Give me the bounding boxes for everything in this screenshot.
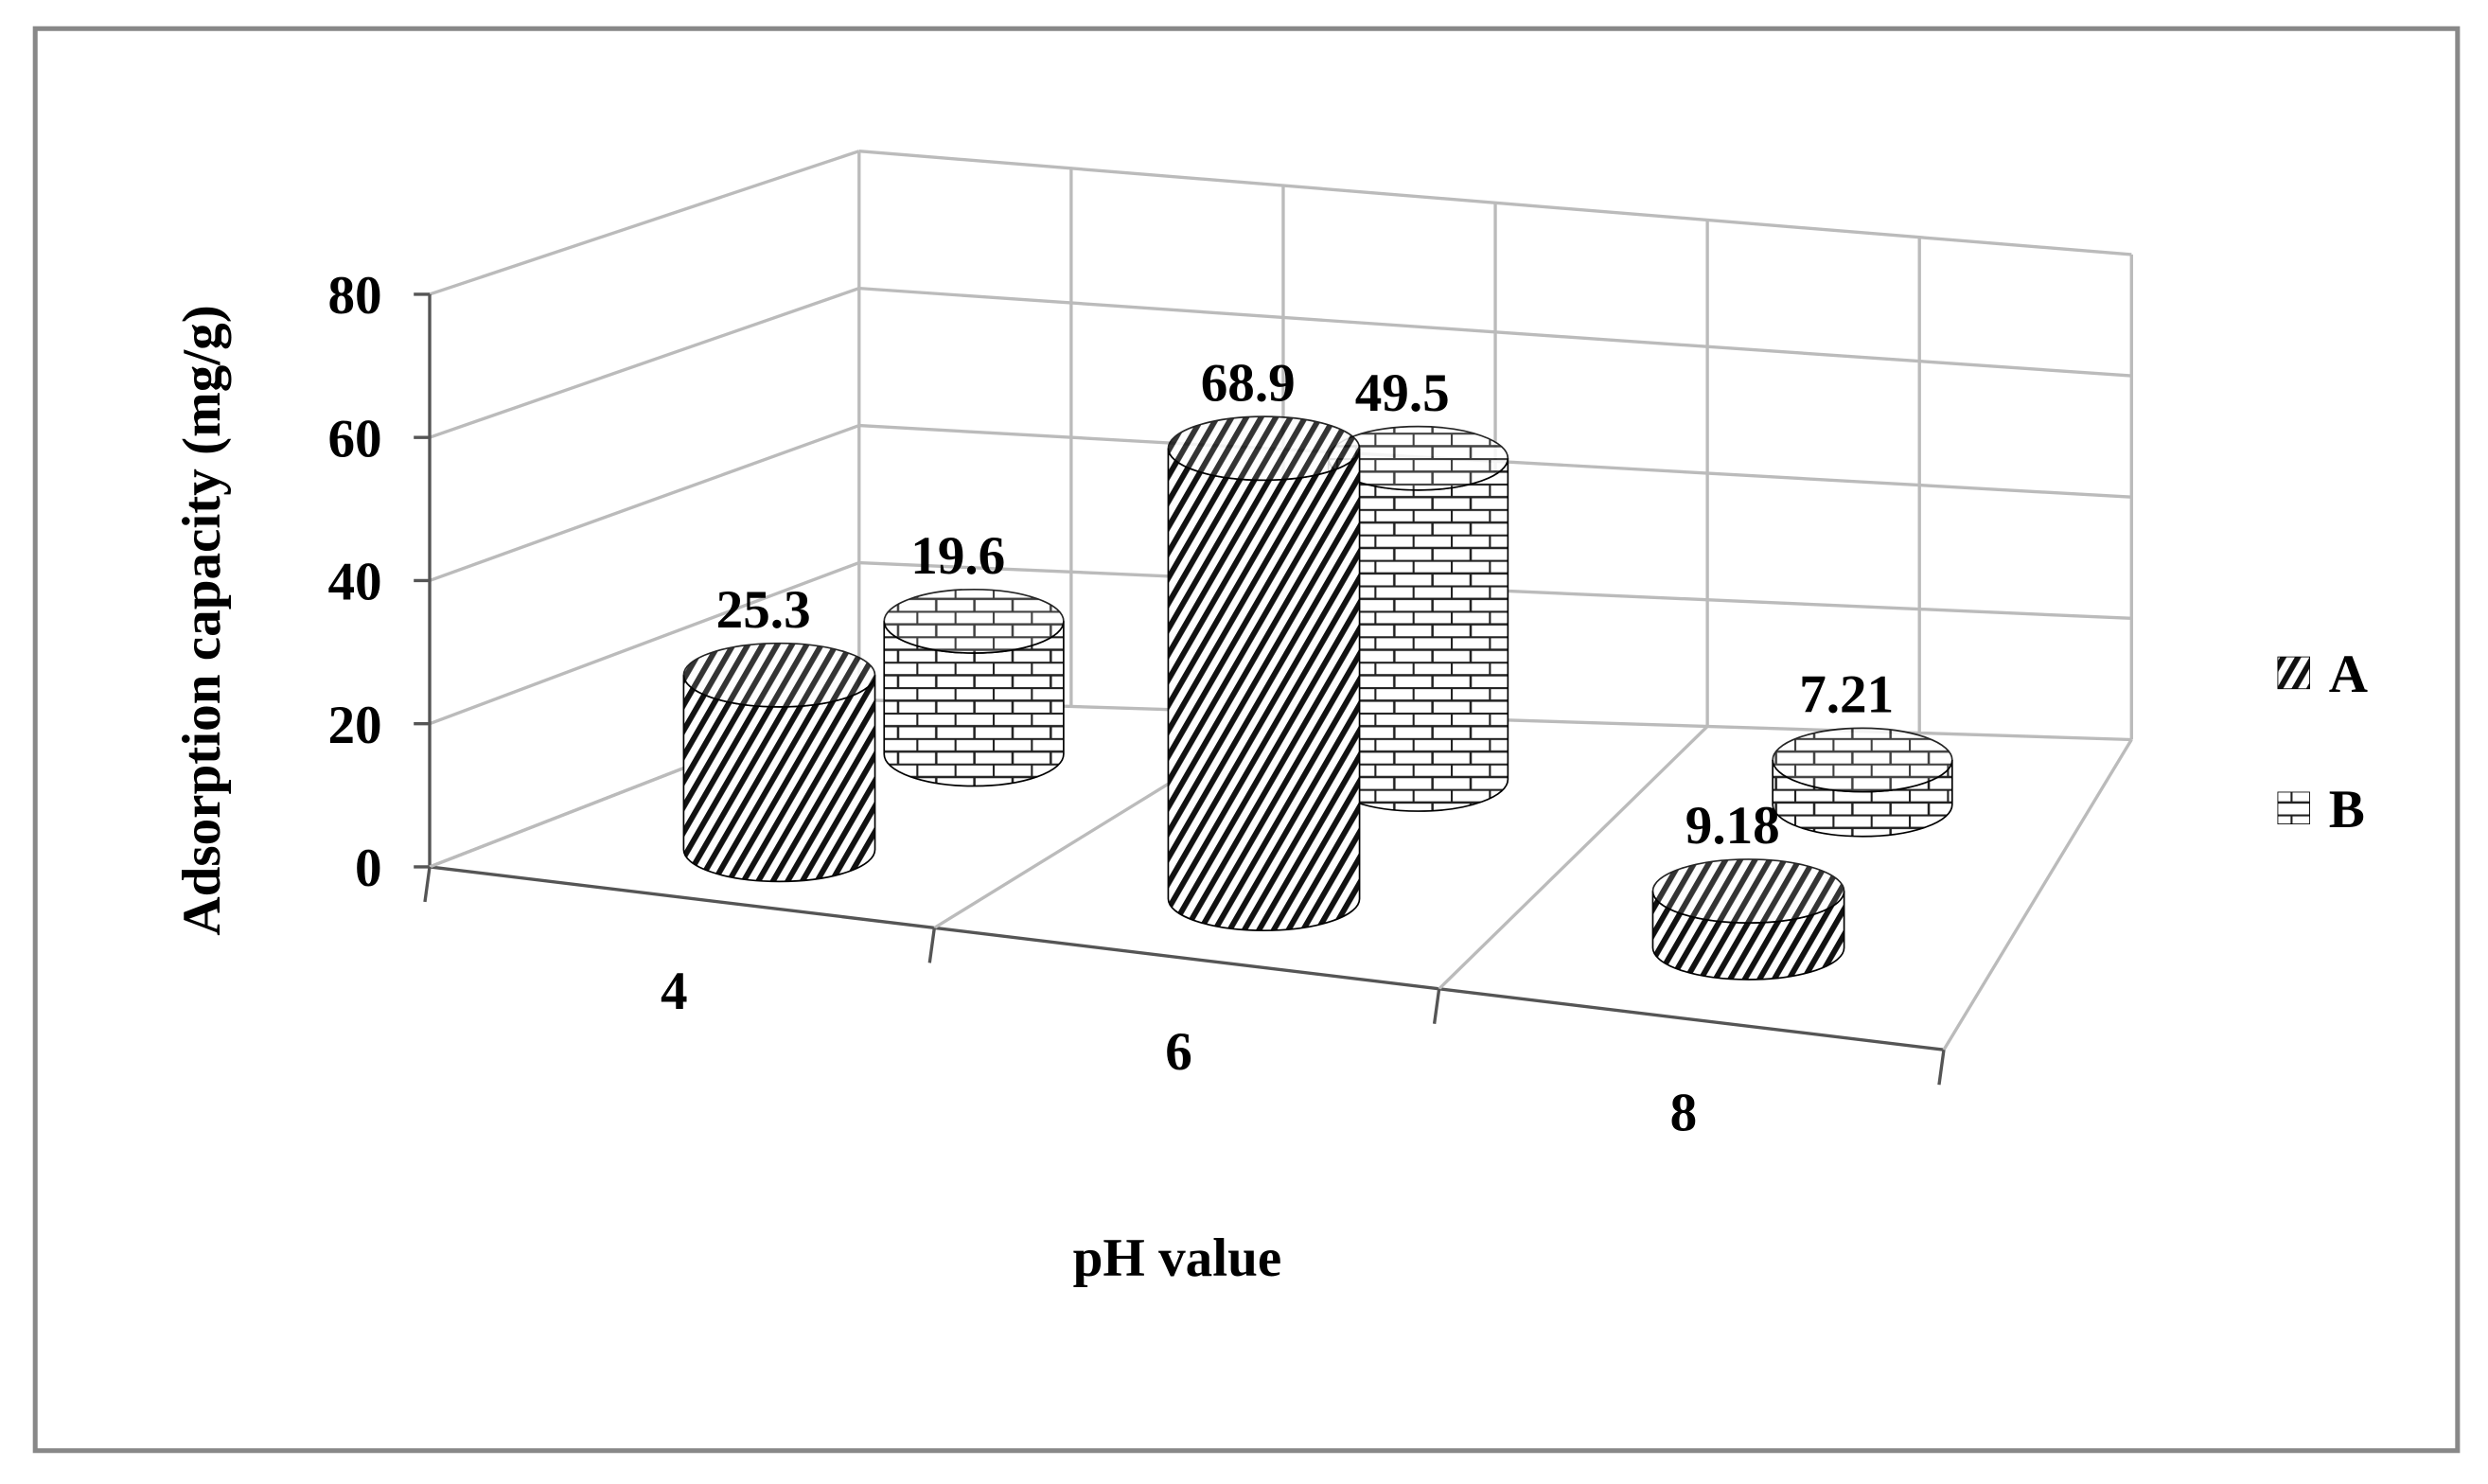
value-label: 19.6 <box>910 526 1005 586</box>
cylinder-top <box>1772 727 1953 793</box>
grid-line <box>429 150 860 296</box>
x-tick-label: 4 <box>661 962 688 1021</box>
x-tick-label: 6 <box>1165 1022 1192 1082</box>
y-tick-label: 60 <box>327 409 381 468</box>
cylinder-top <box>682 642 876 708</box>
x-tick-label: 8 <box>1670 1084 1698 1143</box>
y-tick-label: 80 <box>327 266 381 326</box>
x-axis-title: pH value <box>1073 1228 1282 1288</box>
cylinder-top <box>883 588 1065 654</box>
legend-swatch <box>2277 656 2310 690</box>
cylinder-top <box>1167 415 1361 482</box>
value-label: 25.3 <box>716 580 811 640</box>
x-tick <box>927 928 936 963</box>
value-label: 9.18 <box>1685 796 1780 856</box>
x-axis <box>429 865 1945 1051</box>
grid-line <box>858 149 2132 256</box>
cylinder <box>1167 448 1361 932</box>
y-tick-label: 0 <box>355 839 382 898</box>
legend-label: B <box>2329 780 2365 839</box>
cylinder-top <box>1651 858 1845 924</box>
value-label: 49.5 <box>1355 363 1450 423</box>
value-label: 68.9 <box>1201 353 1296 413</box>
grid-line <box>429 560 860 726</box>
x-tick <box>1432 988 1441 1025</box>
legend-swatch <box>2277 791 2310 824</box>
x-tick <box>423 866 432 903</box>
y-axis-title: Adsorption capacity (mg/g) <box>172 305 232 935</box>
y-tick-label: 20 <box>327 696 381 755</box>
value-label: 7.21 <box>1799 665 1894 725</box>
marks: 19.6 49.5 7.21 25.3 68.9 9.18 A B <box>682 353 2368 980</box>
grid-line <box>429 287 860 439</box>
floor-line <box>1438 725 1709 991</box>
floor-line <box>1942 738 2133 1051</box>
grid-line <box>429 423 860 583</box>
y-tick-label: 40 <box>327 553 381 612</box>
grid-line <box>858 286 2132 378</box>
x-tick <box>1937 1049 1946 1086</box>
legend-label: A <box>2329 645 2368 704</box>
grid: 0 20 40 60 80 4 6 8 <box>327 149 2133 1143</box>
